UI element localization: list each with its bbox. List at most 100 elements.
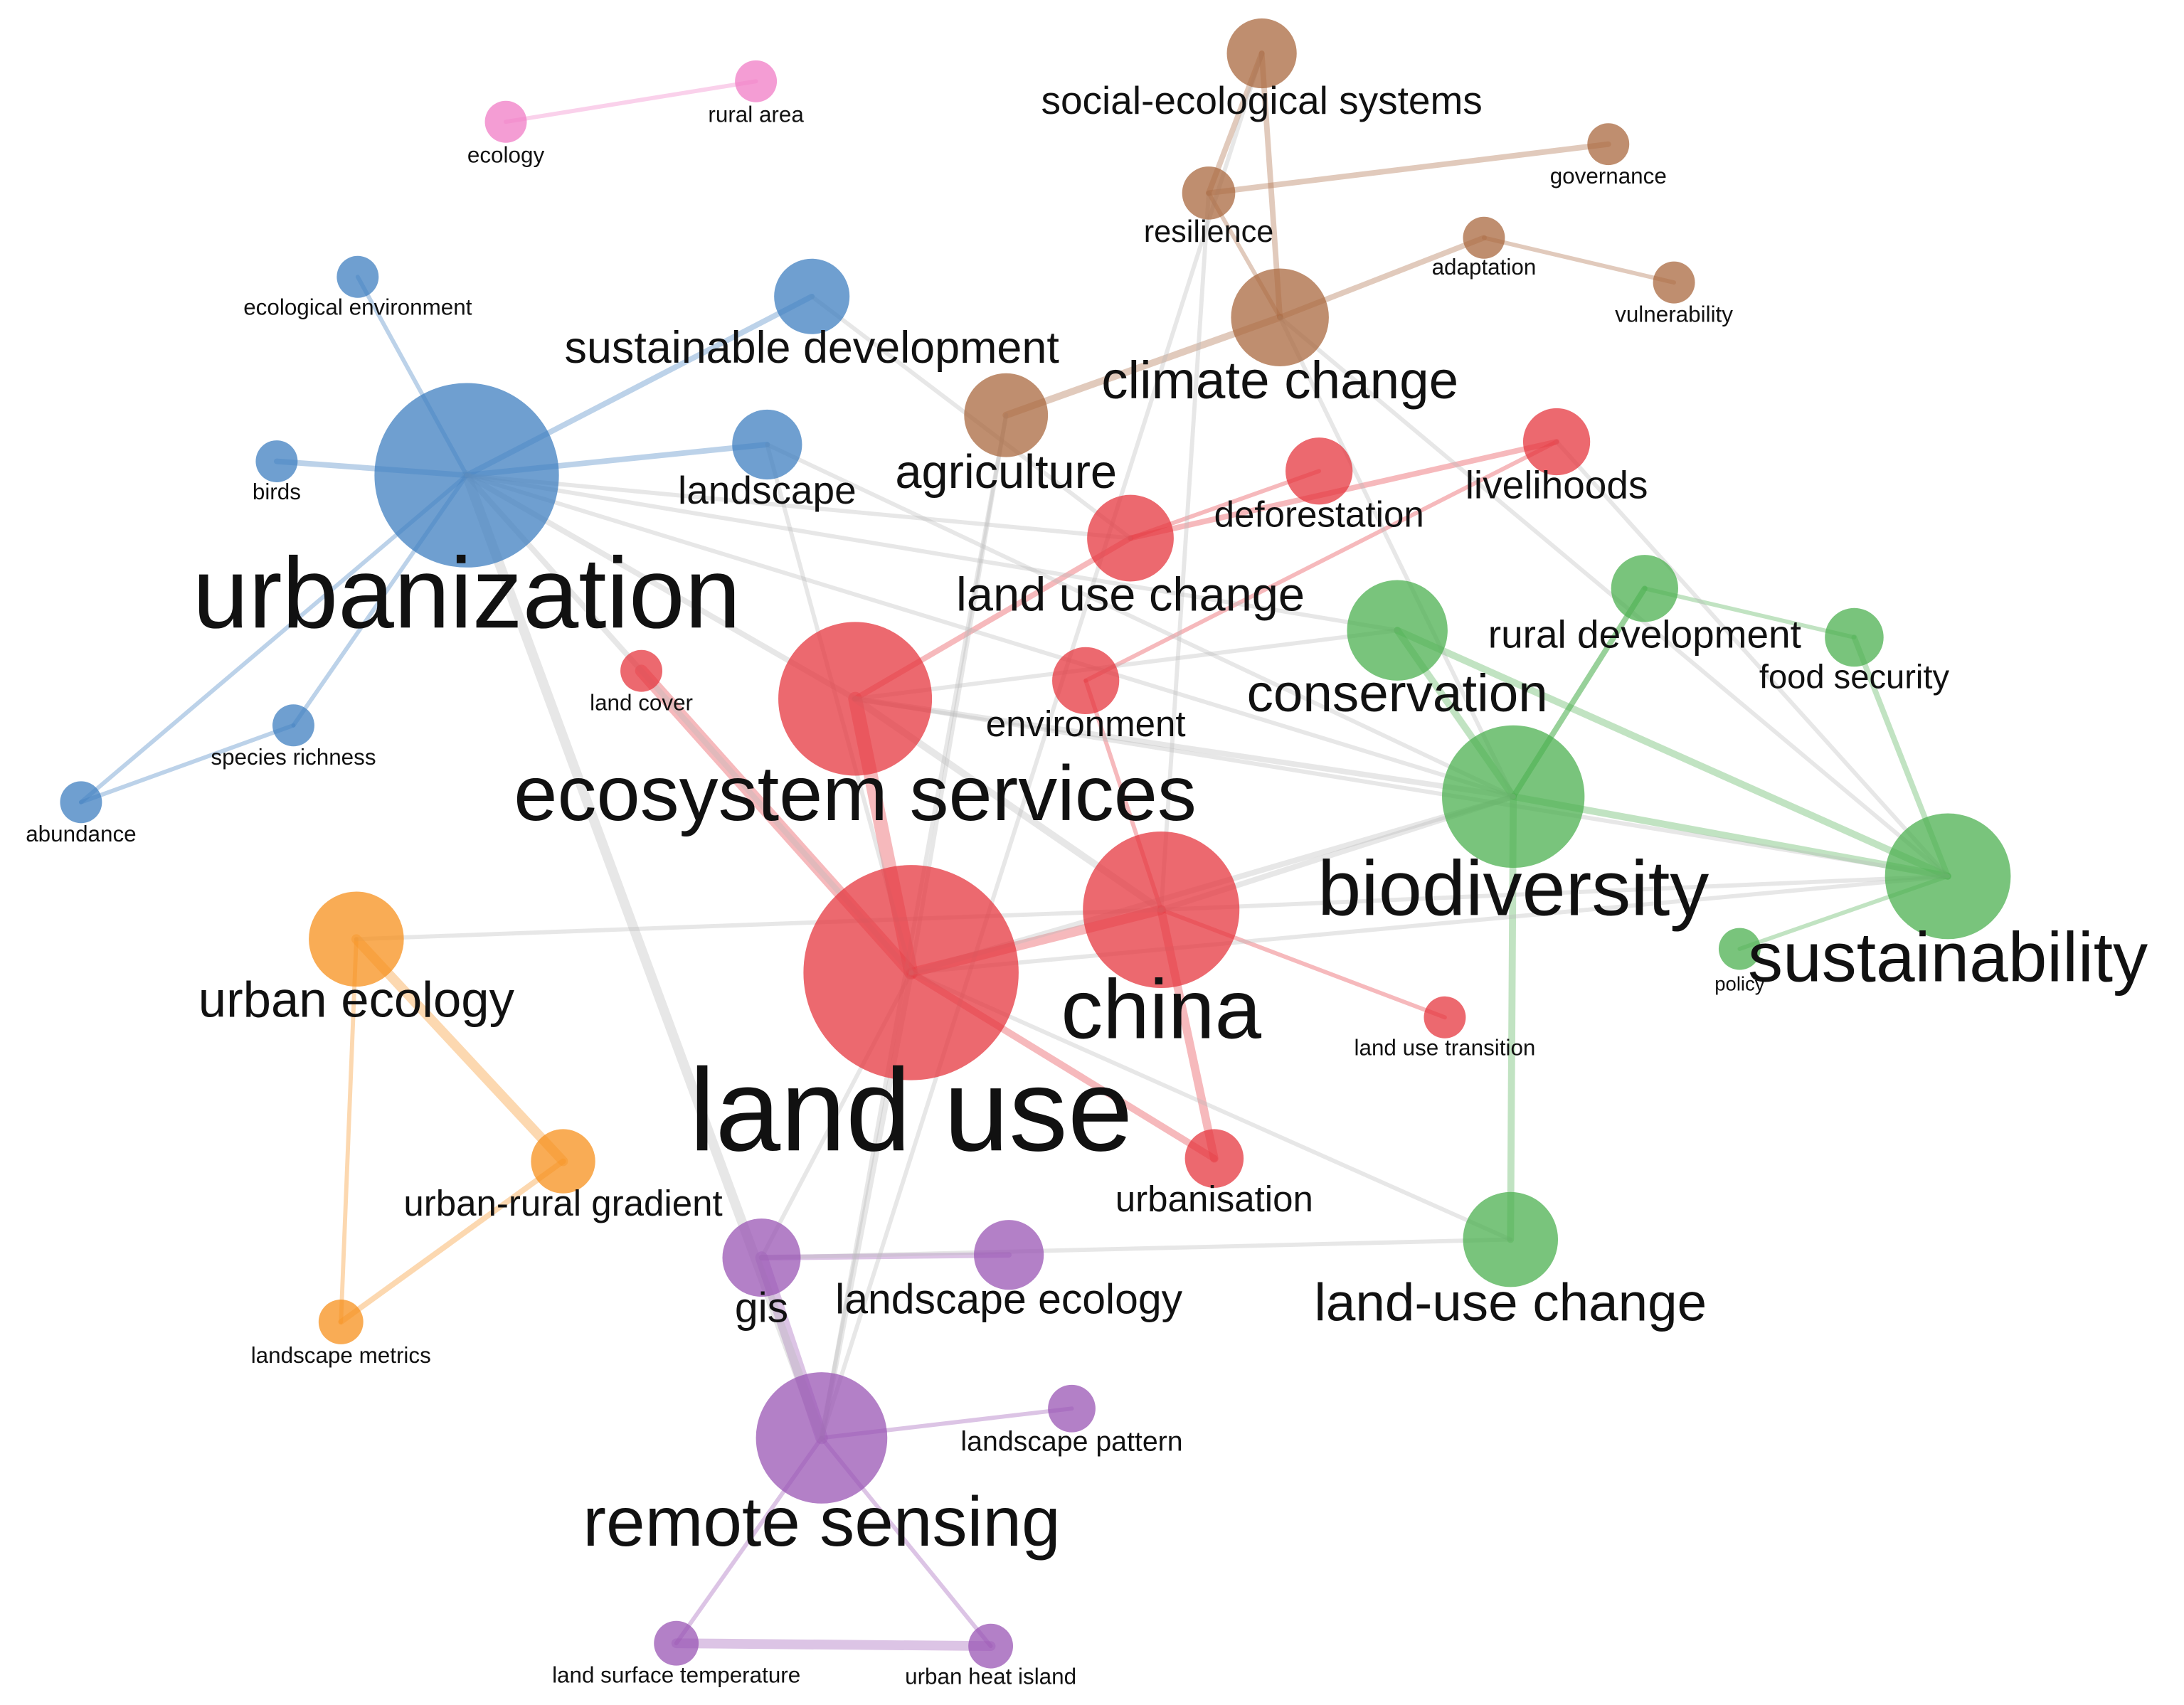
node (964, 373, 1049, 457)
edge (1510, 793, 1951, 880)
edge (1482, 235, 1677, 285)
node-label: land-use change (1314, 1273, 1707, 1332)
edge (853, 628, 1400, 701)
node (1226, 18, 1297, 89)
node (1463, 216, 1505, 259)
node (1587, 123, 1630, 166)
edge (765, 442, 1516, 799)
node-label: landscape metrics (251, 1343, 431, 1368)
edge (1554, 440, 1951, 878)
node-label: land use transition (1355, 1036, 1536, 1061)
edge (758, 1252, 1012, 1261)
edge (671, 1638, 996, 1652)
node-label: environment (986, 703, 1186, 744)
node-label: land use change (956, 569, 1305, 622)
edge (78, 723, 296, 804)
node-label: ecological environment (243, 295, 472, 320)
labels: ecology rural area social-ecological syste… (26, 78, 2148, 1689)
node-label: land surface temperature (552, 1663, 800, 1688)
node-label: urbanisation (1115, 1179, 1313, 1219)
edge (1206, 141, 1611, 196)
node (732, 409, 802, 480)
edge (852, 696, 1517, 800)
node-label: social-ecological systems (1041, 78, 1482, 122)
node (1184, 1129, 1244, 1188)
node-label: rural area (708, 102, 804, 127)
node (1182, 166, 1236, 220)
node (620, 649, 663, 692)
node (756, 1372, 888, 1504)
node-label: landscape pattern (960, 1426, 1182, 1457)
edge (465, 473, 1516, 799)
node-label: land cover (590, 691, 693, 716)
edge (908, 970, 1513, 1242)
edge (759, 1237, 1513, 1260)
node-label: remote sensing (583, 1482, 1060, 1561)
node-label: deforestation (1214, 494, 1424, 535)
node-label: governance (1550, 164, 1667, 188)
edge (1159, 191, 1211, 912)
node (309, 891, 404, 987)
node (1424, 996, 1466, 1039)
node (1231, 268, 1329, 366)
edge (1642, 586, 1857, 639)
node-label: ecology (467, 143, 545, 168)
edge (1159, 873, 1951, 912)
node-label: urban ecology (198, 971, 515, 1027)
node-label: conservation (1247, 663, 1548, 723)
node-label: abundance (26, 822, 136, 846)
node (1442, 725, 1585, 869)
node-label: vulnerability (1615, 302, 1733, 327)
node (654, 1620, 699, 1666)
node-label: urbanization (193, 536, 741, 649)
edge (338, 1158, 566, 1325)
edge (465, 473, 1133, 541)
node (1048, 1384, 1096, 1433)
node (1825, 607, 1884, 667)
node (1052, 647, 1120, 715)
node-label: gis (735, 1285, 788, 1331)
node (1286, 437, 1353, 505)
node (1718, 928, 1761, 970)
node-label: urban-rural gradient (403, 1183, 722, 1223)
node (484, 100, 527, 143)
node-label: sustainability (1748, 918, 2148, 997)
node (1611, 555, 1678, 622)
node-label: rural development (1488, 612, 1801, 657)
node (272, 704, 314, 747)
edge (819, 51, 1264, 1440)
edge (908, 873, 1951, 975)
edge (465, 473, 1400, 633)
node-label: agriculture (895, 446, 1117, 499)
node-label: adaptation (1432, 255, 1537, 280)
node (722, 1218, 801, 1297)
node (318, 1300, 364, 1344)
edge (504, 79, 758, 124)
edge (1083, 440, 1559, 683)
node-label: policy (1714, 972, 1765, 994)
edge (1507, 793, 1517, 1243)
node (974, 1220, 1044, 1290)
node (735, 60, 778, 102)
node (336, 255, 379, 298)
node-label: climate change (1101, 350, 1458, 410)
edge (339, 937, 359, 1324)
edge (354, 908, 1164, 942)
node-label: resilience (1144, 215, 1274, 249)
node (1347, 580, 1448, 681)
node-label: biodiversity (1318, 844, 1709, 932)
node (374, 383, 559, 568)
node-label: ecosystem services (514, 750, 1197, 837)
node (1083, 832, 1240, 989)
node (1463, 1191, 1559, 1287)
edge (464, 472, 914, 976)
node-label: birds (253, 479, 301, 504)
edge (1278, 315, 1516, 799)
node-label: landscape (678, 468, 857, 512)
node (774, 258, 850, 334)
node (531, 1129, 595, 1194)
node-label: sustainable development (565, 323, 1059, 373)
edge (351, 934, 568, 1167)
